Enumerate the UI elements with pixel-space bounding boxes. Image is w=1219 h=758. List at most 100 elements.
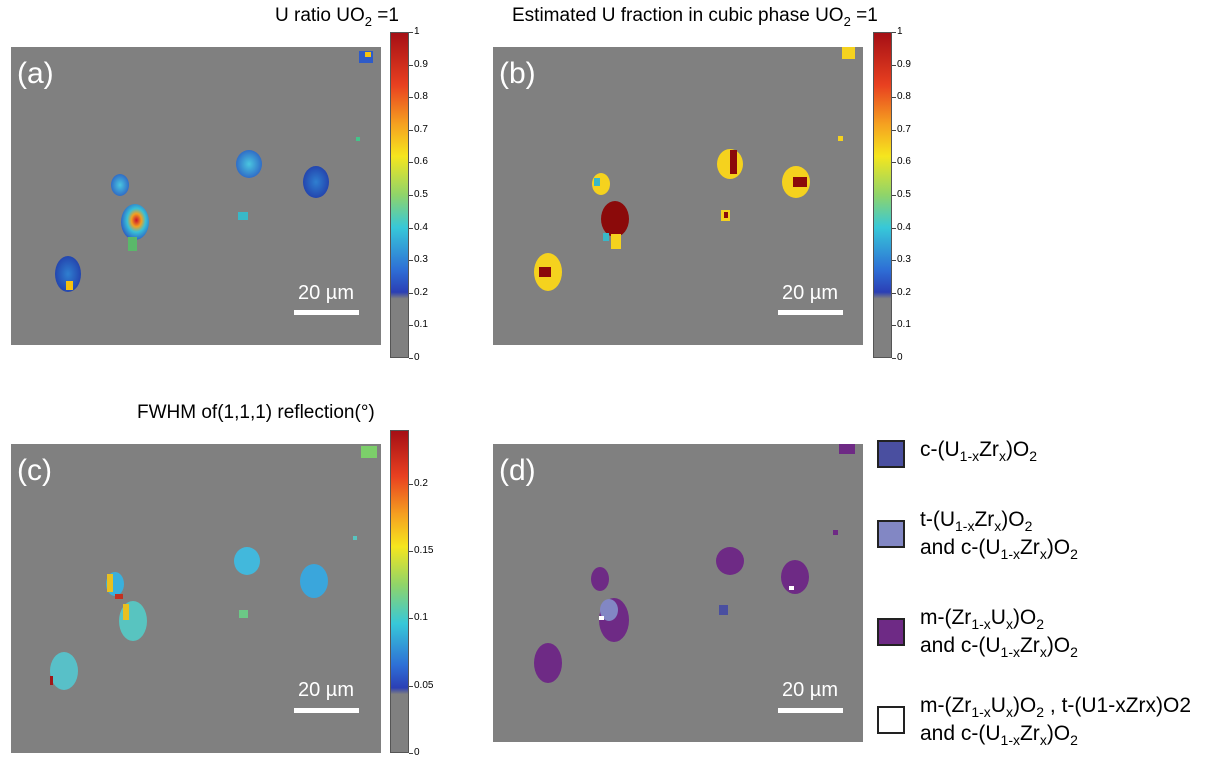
colorbar-tickmark <box>409 97 413 99</box>
legend-label: and c-(U1-xZrx)O2 <box>920 536 1078 563</box>
colorbar-tick-label: 1 <box>897 26 903 37</box>
colorbar-tick-label: 0 <box>897 352 903 363</box>
panel-label-c: (c) <box>17 454 52 487</box>
grain <box>115 594 123 599</box>
colorbar-tick-label: 0.7 <box>414 123 428 135</box>
colorbar-tickmark <box>409 260 413 262</box>
grain <box>534 643 562 683</box>
grain <box>842 47 855 59</box>
grain <box>107 574 113 592</box>
scalebar-d <box>778 708 843 713</box>
map-panel-d: (d) 20 µm <box>493 444 863 742</box>
colorbar-tickmark <box>892 358 896 359</box>
grain <box>361 446 377 458</box>
colorbar-tick-label: 0.4 <box>414 221 428 233</box>
colorbar-tick-label: 0.3 <box>414 254 428 266</box>
grain <box>123 604 129 620</box>
panel-label-b: (b) <box>499 57 536 90</box>
grain <box>730 150 737 174</box>
grains-a <box>55 51 373 292</box>
colorbar-tick-label: 0.3 <box>897 254 911 266</box>
legend-label: t-(U1-xZrx)O2 <box>920 508 1033 535</box>
map-panel-a: (a) 20 µm <box>11 47 381 345</box>
grain <box>839 444 855 454</box>
colorbar-tick-label: 0 <box>414 747 420 758</box>
colorbar-tick-label: 0.2 <box>414 477 428 489</box>
colorbar-tick-label: 0.8 <box>897 91 911 103</box>
colorbar-tickmark <box>409 64 413 66</box>
grain <box>128 237 137 251</box>
grains-c <box>50 446 377 690</box>
grain <box>238 212 248 220</box>
grain <box>539 267 551 277</box>
grain <box>833 530 838 535</box>
colorbar-tickmark <box>892 97 896 99</box>
colorbar-tick-label: 0.9 <box>414 58 428 70</box>
grain <box>365 52 371 57</box>
panel-label-a: (a) <box>17 57 54 90</box>
legend-swatch <box>877 706 905 734</box>
colorbar-tickmark <box>409 129 413 131</box>
grain <box>789 586 794 590</box>
legend-label: c-(U1-xZrx)O2 <box>920 438 1038 465</box>
scalebar-label-b: 20 µm <box>782 282 838 304</box>
legend-swatch <box>877 520 905 548</box>
grain <box>236 150 262 178</box>
colorbar-tickmark <box>409 551 413 553</box>
scalebar-label-d: 20 µm <box>782 679 838 701</box>
colorbar-tickmark <box>409 32 413 33</box>
colorbar-tick-label: 0.5 <box>897 189 911 200</box>
colorbar-tickmark <box>892 292 896 294</box>
grain <box>594 178 600 186</box>
colorbar-a <box>390 32 409 358</box>
colorbar-tick-label: 0.6 <box>414 156 428 168</box>
colorbar-tick-label: 0.15 <box>414 545 434 557</box>
map-panel-c: (c) 20 µm <box>11 444 381 753</box>
grain <box>121 204 149 240</box>
colorbar-tick-label: 0 <box>414 352 420 363</box>
legend-label: m-(Zr1-xUx)O2 <box>920 606 1045 633</box>
colorbar-tick-label: 0.1 <box>897 319 911 331</box>
colorbar-tick-label: 0.8 <box>414 91 428 103</box>
legend-label: and c-(U1-xZrx)O2 <box>920 634 1078 661</box>
title-a: U ratio UO2 =1 <box>275 5 399 29</box>
grains-b <box>534 47 855 291</box>
colorbar-tickmark <box>409 227 413 229</box>
scalebar-label-a: 20 µm <box>298 282 354 304</box>
colorbar-tick-label: 0.9 <box>897 58 911 70</box>
panel-label-d: (d) <box>499 454 536 487</box>
grain <box>234 547 260 575</box>
colorbar-tickmark <box>892 325 896 327</box>
grain <box>599 616 604 620</box>
colorbar-tick-label: 1 <box>414 26 420 37</box>
colorbar-tick-label: 0.1 <box>414 319 428 331</box>
grain <box>781 560 809 594</box>
grain <box>239 610 248 618</box>
grain <box>716 547 744 575</box>
colorbar-c <box>390 430 409 753</box>
grain <box>601 201 629 237</box>
colorbar-tickmark <box>409 685 413 687</box>
grain <box>600 599 618 621</box>
legend-label: and c-(U1-xZrx)O2 <box>920 722 1078 749</box>
colorbar-tickmark <box>409 162 413 164</box>
colorbar-tickmark <box>892 162 896 164</box>
colorbar-tickmark <box>892 129 896 131</box>
colorbar-tickmark <box>409 753 413 754</box>
title-b: Estimated U fraction in cubic phase UO2 … <box>512 5 878 29</box>
colorbar-tick-label: 0.2 <box>414 286 428 298</box>
colorbar-tick-label: 0.7 <box>897 123 911 135</box>
grain <box>793 177 807 187</box>
grain <box>719 605 728 615</box>
colorbar-tickmark <box>892 64 896 66</box>
colorbar-b <box>873 32 892 358</box>
grain <box>300 564 328 598</box>
grain <box>838 136 843 141</box>
colorbar-tickmark <box>892 260 896 262</box>
colorbar-tickmark <box>892 227 896 229</box>
colorbar-tick-label: 0.05 <box>414 679 434 691</box>
grain <box>303 166 329 198</box>
colorbar-tickmark <box>409 325 413 327</box>
colorbar-tickmark <box>892 32 896 33</box>
scalebar-a <box>294 310 359 315</box>
